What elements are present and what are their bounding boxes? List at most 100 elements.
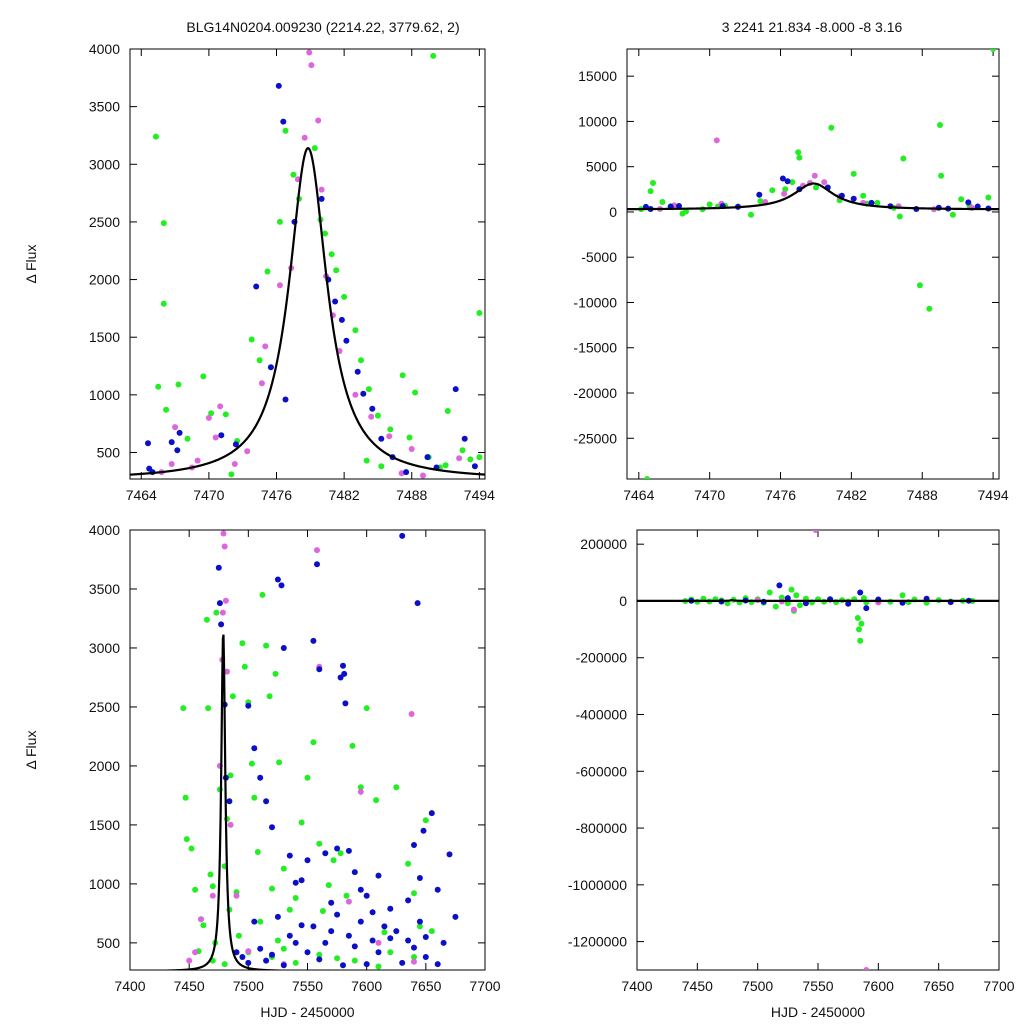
data-point-blue bbox=[461, 435, 468, 442]
data-point-blue bbox=[286, 932, 293, 939]
data-point-green bbox=[772, 603, 779, 610]
data-point-magenta bbox=[244, 448, 251, 455]
x-tick-label: 7482 bbox=[329, 487, 360, 503]
data-point-blue bbox=[845, 600, 852, 607]
data-point-green bbox=[183, 836, 190, 843]
data-point-blue bbox=[387, 905, 394, 912]
data-point-blue bbox=[375, 949, 382, 956]
data-point-green bbox=[378, 463, 385, 470]
data-point-blue bbox=[280, 962, 287, 969]
data-point-green bbox=[476, 454, 483, 461]
data-point-blue bbox=[357, 886, 364, 893]
data-point-green bbox=[788, 586, 795, 593]
data-point-green bbox=[292, 895, 299, 901]
data-point-blue bbox=[414, 600, 421, 607]
data-point-blue bbox=[340, 662, 346, 669]
points-layer bbox=[682, 530, 976, 970]
x-tick-label: 7476 bbox=[261, 487, 292, 503]
data-point-magenta bbox=[713, 137, 720, 144]
data-point-green bbox=[325, 882, 332, 889]
data-point-green bbox=[213, 609, 220, 616]
data-point-blue bbox=[424, 454, 431, 461]
data-point-blue bbox=[257, 945, 264, 952]
data-point-blue bbox=[434, 961, 441, 968]
x-tick-label: 7450 bbox=[682, 978, 713, 994]
points-layer bbox=[180, 530, 459, 970]
data-point-green bbox=[341, 293, 348, 300]
data-point-green bbox=[248, 760, 255, 767]
y-tick-label: 3500 bbox=[89, 581, 120, 597]
data-point-green bbox=[256, 357, 263, 364]
data-point-blue bbox=[393, 928, 400, 935]
data-point-green bbox=[184, 435, 191, 442]
y-tick-label: 0 bbox=[619, 593, 627, 609]
points-layer bbox=[145, 49, 483, 479]
data-point-green bbox=[899, 592, 906, 599]
data-point-green bbox=[330, 857, 337, 864]
data-point-magenta bbox=[192, 949, 199, 956]
y-tick-label: 4000 bbox=[89, 41, 120, 57]
data-point-green bbox=[796, 154, 803, 161]
y-tick-label: 1000 bbox=[89, 876, 120, 892]
data-point-magenta bbox=[194, 457, 201, 464]
plot-frame bbox=[129, 529, 486, 971]
data-point-blue bbox=[338, 316, 345, 323]
data-point-green bbox=[192, 886, 199, 893]
data-point-green bbox=[203, 616, 210, 623]
data-point-green bbox=[286, 906, 293, 913]
data-point-green bbox=[254, 849, 261, 855]
data-point-green bbox=[850, 170, 857, 177]
data-point-blue bbox=[857, 589, 864, 596]
data-point-green bbox=[387, 426, 394, 433]
data-point-green bbox=[442, 462, 449, 469]
y-tick-label: 15000 bbox=[578, 68, 617, 84]
y-tick-label: 2500 bbox=[89, 214, 120, 230]
data-point-magenta bbox=[209, 892, 216, 899]
data-point-blue bbox=[354, 368, 361, 375]
data-point-blue bbox=[411, 944, 417, 951]
data-point-blue bbox=[378, 435, 385, 442]
y-tick-label: 3000 bbox=[89, 640, 120, 656]
y-tick-label: -5000 bbox=[581, 249, 617, 265]
data-point-green bbox=[292, 959, 299, 966]
data-point-green bbox=[263, 642, 270, 649]
data-point-green bbox=[274, 937, 281, 944]
plot-frame bbox=[636, 529, 1000, 971]
data-point-green bbox=[227, 772, 234, 779]
data-point-green bbox=[373, 797, 380, 804]
data-point-green bbox=[985, 194, 992, 201]
data-point-green bbox=[207, 871, 214, 878]
data-point-green bbox=[209, 883, 216, 890]
data-point-blue bbox=[345, 847, 352, 854]
data-point-blue bbox=[298, 922, 305, 929]
x-tick-label: 7464 bbox=[126, 487, 157, 503]
y-tick-label: 2000 bbox=[89, 272, 120, 288]
data-point-blue bbox=[292, 939, 299, 946]
data-point-blue bbox=[345, 932, 352, 939]
data-point-magenta bbox=[314, 547, 320, 554]
data-point-blue bbox=[322, 939, 329, 946]
data-point-blue bbox=[411, 842, 417, 848]
data-point-magenta bbox=[408, 446, 415, 452]
data-point-green bbox=[155, 383, 162, 390]
data-point-green bbox=[650, 180, 656, 186]
data-point-green bbox=[235, 932, 242, 939]
data-point-magenta bbox=[781, 190, 788, 197]
data-point-blue bbox=[405, 937, 412, 944]
data-point-green bbox=[374, 412, 381, 419]
x-tick-label: 7650 bbox=[410, 978, 441, 994]
y-tick-label: -600000 bbox=[576, 763, 628, 779]
data-point-green bbox=[365, 386, 372, 393]
data-point-blue bbox=[316, 956, 323, 963]
data-point-magenta bbox=[411, 958, 417, 965]
data-point-blue bbox=[239, 954, 246, 960]
data-point-magenta bbox=[318, 186, 325, 193]
data-point-blue bbox=[784, 595, 791, 602]
data-point-green bbox=[228, 471, 235, 478]
y-tick-label: -25000 bbox=[573, 430, 617, 446]
model-curve bbox=[130, 146, 485, 476]
data-point-green bbox=[858, 620, 865, 627]
data-point-magenta bbox=[233, 892, 240, 899]
data-point-green bbox=[659, 199, 666, 205]
data-point-magenta bbox=[375, 939, 382, 946]
